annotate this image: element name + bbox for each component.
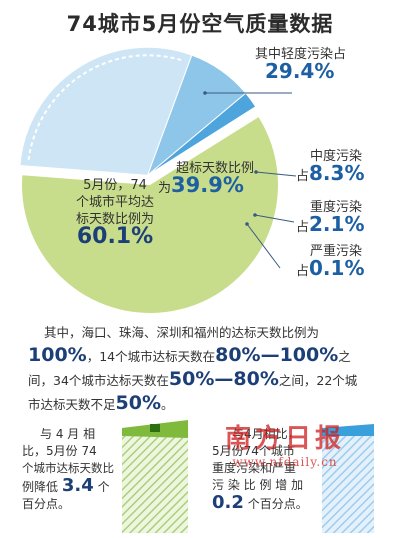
bar-right-top bbox=[322, 424, 374, 436]
watermark: 南方日报 www.nfdaily.cn bbox=[210, 418, 360, 469]
leader-moderate bbox=[255, 171, 297, 177]
severe-label: 严重污染 占0.1% bbox=[296, 244, 365, 280]
leader-dot-severe bbox=[245, 222, 249, 226]
leader-heavy bbox=[254, 214, 295, 223]
bar-right-body bbox=[322, 428, 374, 533]
compare-bars bbox=[122, 420, 374, 533]
slice-severe bbox=[147, 106, 257, 176]
bar-left-marker bbox=[150, 424, 160, 432]
over-label: 超标天数比例 为39.9% bbox=[158, 161, 255, 197]
watermark-url: www.nfdaily.cn bbox=[232, 455, 338, 469]
note-left: 与 4 月 相 比，5月份 74 个城市达标天数比 例降低 3.4 个 百分点。 bbox=[22, 427, 114, 511]
leader-dot-heavy bbox=[253, 213, 257, 217]
slice-light-dash bbox=[27, 54, 184, 161]
bar-left-body bbox=[122, 428, 188, 533]
leader-severe bbox=[246, 223, 281, 269]
light-label: 其中轻度污染占 29.4% bbox=[255, 47, 347, 83]
slice-light bbox=[19, 46, 193, 176]
page-title: 74城市5月份空气质量数据 bbox=[66, 12, 334, 36]
summary-paragraph: 其中，海口、珠海、深圳和福州的达标天数比例为 100%，14个城市达标天数在80… bbox=[28, 325, 358, 414]
slice-good bbox=[22, 117, 278, 313]
heavy-label: 重度污染 占2.1% bbox=[296, 200, 365, 236]
leader-dot-moderate bbox=[254, 170, 258, 174]
watermark-logo: 南方日报 bbox=[224, 424, 345, 454]
good-label: 5月份，74 个城市平均达 标天数比例为 60.1% bbox=[75, 178, 154, 249]
moderate-label: 中度污染 占8.3% bbox=[296, 149, 365, 185]
note-right: 与4月相比， 5月份74个城市 重度污染和严重 污 染 比 例 增 加 0.2 … bbox=[212, 427, 308, 513]
leader-dot-light bbox=[203, 91, 207, 95]
